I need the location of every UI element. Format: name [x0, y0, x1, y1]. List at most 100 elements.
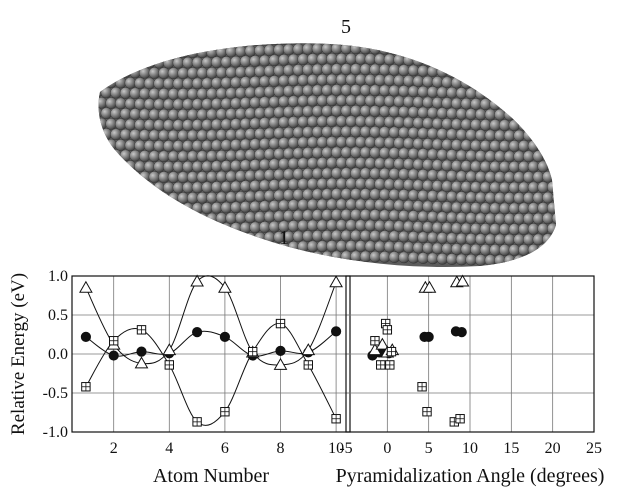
- atom-sphere: [393, 43, 406, 45]
- crossed-square-point: [109, 336, 119, 346]
- atom-sphere: [523, 67, 535, 79]
- atom-sphere: [547, 181, 556, 193]
- atom-sphere: [537, 139, 550, 152]
- atom-sphere: [547, 201, 556, 214]
- atom-sphere: [100, 45, 113, 57]
- atom-sphere: [302, 251, 314, 263]
- atom-sphere: [115, 180, 127, 193]
- atom-sphere: [527, 98, 540, 110]
- crossed-square-point: [136, 325, 147, 335]
- atom-sphere: [513, 88, 526, 100]
- atom-sphere: [98, 169, 103, 181]
- atom-sphere: [143, 243, 156, 256]
- atom-sphere: [191, 223, 204, 235]
- atom-sphere: [258, 241, 271, 254]
- crossed-square-point: [370, 336, 380, 346]
- atom-sphere: [148, 212, 161, 225]
- atom-sphere: [182, 223, 194, 235]
- atom-sphere: [562, 233, 573, 244]
- atom-sphere: [441, 43, 454, 47]
- right-x-axis-title: Pyramidalization Angle (degrees): [336, 465, 605, 487]
- atom-sphere: [115, 201, 127, 214]
- crossed-square-point: [248, 346, 258, 357]
- atom-sphere: [547, 56, 556, 69]
- atom-sphere: [364, 43, 377, 45]
- atom-sphere: [527, 77, 540, 90]
- atom-sphere: [100, 65, 113, 78]
- atom-sphere: [206, 233, 218, 246]
- atom-sphere: [527, 56, 540, 69]
- atom-sphere: [547, 222, 556, 235]
- atom-sphere: [143, 56, 156, 69]
- atom-sphere: [562, 254, 573, 265]
- x-tick-label: 4: [165, 440, 173, 457]
- atom-sphere: [282, 251, 295, 264]
- atom-sphere: [455, 45, 468, 58]
- atom-sphere: [230, 243, 242, 255]
- atom-sphere: [532, 67, 545, 79]
- atom-sphere: [134, 56, 146, 69]
- atom-sphere: [167, 46, 180, 59]
- atom-sphere: [537, 43, 550, 48]
- atom-sphere: [547, 77, 556, 89]
- x-tick-label: 0: [383, 440, 391, 457]
- atom-sphere: [489, 77, 502, 90]
- atom-sphere: [562, 192, 573, 203]
- atom-sphere: [551, 108, 556, 120]
- atom-sphere: [460, 43, 473, 48]
- atom-sphere: [210, 222, 223, 235]
- crossed-square-point: [417, 382, 427, 392]
- site-label-top: 5: [341, 16, 351, 38]
- atom-sphere: [562, 67, 573, 78]
- atom-sphere: [557, 77, 568, 88]
- atom-sphere: [412, 43, 425, 46]
- atom-sphere: [98, 44, 103, 57]
- atom-sphere: [542, 108, 554, 121]
- atom-sphere: [153, 223, 165, 235]
- atom-sphere: [402, 43, 415, 46]
- open-triangle-point: [422, 280, 437, 293]
- atom-sphere: [124, 181, 137, 193]
- atom-sphere: [98, 190, 103, 202]
- atom-sphere: [134, 243, 146, 256]
- atom-sphere: [398, 43, 410, 56]
- atom-sphere: [508, 77, 521, 90]
- atom-sphere: [460, 77, 473, 89]
- atom-sphere: [129, 45, 141, 58]
- atom-sphere: [551, 149, 556, 162]
- atom-sphere: [124, 243, 137, 256]
- atom-sphere: [158, 212, 170, 225]
- atom-sphere: [489, 56, 502, 69]
- atom-sphere: [119, 45, 132, 58]
- atom-sphere: [115, 56, 127, 68]
- atom-sphere: [86, 76, 97, 87]
- atom-sphere: [98, 55, 108, 68]
- atom-sphere: [292, 251, 305, 264]
- atom-sphere: [86, 138, 97, 149]
- atom-sphere: [110, 253, 122, 265]
- atom-sphere: [537, 98, 550, 110]
- atom-sphere: [306, 43, 319, 45]
- atom-sphere: [562, 46, 573, 57]
- atom-sphere: [551, 87, 556, 100]
- atom-sphere: [518, 77, 530, 90]
- atom-sphere: [239, 242, 252, 255]
- atom-sphere: [153, 244, 165, 256]
- crossed-square-point: [275, 318, 286, 329]
- atom-sphere: [557, 36, 568, 47]
- atom-sphere: [562, 108, 573, 119]
- atom-sphere: [557, 140, 568, 151]
- atom-sphere: [450, 56, 463, 68]
- atom-sphere: [484, 46, 497, 59]
- atom-sphere: [542, 233, 554, 245]
- atom-sphere: [551, 170, 556, 183]
- atom-sphere: [326, 43, 338, 44]
- atom-sphere: [518, 56, 530, 69]
- x-tick-label: 25: [586, 440, 602, 457]
- atom-sphere: [542, 150, 554, 162]
- atom-sphere: [225, 253, 237, 266]
- atom-sphere: [551, 129, 556, 141]
- atom-sphere: [138, 254, 151, 266]
- atom-sphere: [518, 119, 530, 131]
- atom-sphere: [547, 43, 556, 48]
